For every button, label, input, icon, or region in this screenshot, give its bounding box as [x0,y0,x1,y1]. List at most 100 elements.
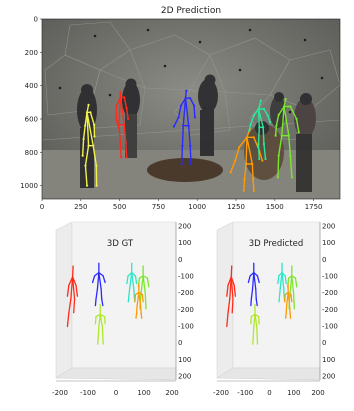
x3d-tick-label: -200 [213,389,229,397]
skeleton-2d-joint [125,156,128,159]
skeleton-2d-bone [258,149,264,162]
r3d-tick-label: -200 [322,289,338,297]
gt-floor [55,367,177,381]
skeleton-3d-bone [231,298,234,314]
skeleton-2d-joint [274,134,277,137]
skeleton-2d-joint [287,134,290,137]
skeleton-2d-bone [257,143,260,160]
top-y-ticks: 0 200 400 600 800 1000 [20,16,42,190]
skeleton-3d-bone [142,275,149,279]
r3d-tick-label: 200 [322,223,335,231]
skeleton-3d-bone [71,265,74,278]
panel-3d-gt-title: 3D GT [107,239,134,249]
skeleton-3d-bone [100,288,103,300]
skeleton-2d-bone [267,114,271,124]
skeleton-2d-joint [125,107,128,110]
skeleton-3d-bone [97,335,99,345]
skeleton-2d-bone [252,178,255,192]
skeleton-2d-joint [266,114,269,117]
r3d-tick-label: -100 [322,273,338,281]
skeleton-2d-bone [86,104,90,114]
skeleton-2d-bone [177,104,182,119]
skeleton-3d-bone [247,275,251,284]
skeleton-3d-bone [129,271,133,289]
skeleton-2d-bone [288,134,292,157]
skeleton-2d-joint [295,117,298,121]
r3d-tick-label: 200 [322,373,335,381]
skeleton-2d-joint [269,121,272,124]
skeleton-2d-joint [85,184,89,187]
skeleton-2d-joint [280,134,283,137]
skeleton-3d-bone [294,277,298,288]
skeleton-3d-bone [233,284,237,297]
r3d-tick-label: 100 [178,239,191,247]
skeleton-2d-bone [281,105,285,137]
skeleton-2d-joint [264,157,267,161]
skeleton-3d-bone [290,293,293,303]
skeleton-3d-bone [284,275,287,285]
skeleton-2d-bone [184,89,188,99]
skeleton-2d-joint [261,159,264,162]
r3d-tick-label: 0 [178,339,182,347]
skeleton-2d-bone [125,107,129,120]
x3d-tick-label: -200 [52,389,68,397]
skeleton-3d-bone [102,275,106,284]
skeleton-2d-bone [89,111,95,126]
skeleton-3d-bone [128,287,131,297]
skeleton-3d-bone [93,271,100,277]
skeleton-3d-bone [98,271,102,290]
panel-3d-pred: 3D Predicted -200 -100 0 100 200 200 100 0 -100… [213,221,338,397]
skeleton-2d-bone [243,163,247,180]
top-panel-title: 2D Prediction [161,6,221,16]
skeleton-3d-bone [250,288,254,300]
skeleton-3d-bone [255,298,258,307]
r3d-tick-label: 200 [178,373,191,381]
skeleton-2d-joint [289,154,292,157]
photo-frame [41,18,341,200]
skeleton-2d-joint [93,123,96,126]
skeleton-2d-joint [124,141,127,144]
skeleton-2d-joint [84,164,87,167]
skeleton-3d-bone [126,275,129,285]
skeleton-2d-joint [277,154,280,157]
x3d-tick-label: 200 [165,389,178,397]
skeleton-3d-bone [144,291,147,303]
skeleton-2d-bone [257,126,260,145]
skeleton-2d-joint [95,184,98,187]
skeleton-2d-joint [179,104,183,107]
skeleton-3d-bone [127,295,130,303]
y-tick-label: 0 [34,16,38,24]
skeleton-2d-joint [297,131,300,134]
skeleton-2d-joint [234,159,237,162]
skeleton-3d-bone [95,313,101,318]
r3d-tick-label: 0 [178,256,182,264]
skeleton-2d-joint [119,141,122,144]
skeleton-2d-bone [184,97,190,127]
y-tick-label: 200 [25,49,38,57]
skeleton-2d-bone [234,146,240,162]
skeleton-2d-joint [84,124,87,127]
skeleton-3d-bone [103,315,106,325]
skeleton-2d-joint [252,114,255,117]
y-tick-label: 400 [25,82,38,90]
skeleton-2d-joint [117,123,120,126]
skeleton-2d-joint [82,137,85,141]
skeleton-2d-joint [243,177,246,181]
skeleton-2d-bone [257,99,262,110]
skeleton-2d-joint [229,171,232,174]
skeleton-2d-joint [182,124,185,127]
skeleton-2d-joint [289,105,292,108]
skeleton-3d-bone [291,275,295,294]
skeleton-2d-joint [193,104,196,107]
skeleton-3d-bone [278,287,281,297]
panel-3d-gt: 3D GT -200 -100 0 100 200 2001000-100-200-20… [52,221,194,397]
r3d-tick-label: 0 [322,256,326,264]
skeleton-2d-bone [193,104,196,119]
skeleton-2d-bone [283,105,290,137]
r3d-tick-label: 0 [322,339,326,347]
skeleton-3d-bone [226,284,229,297]
skeleton-2d-bone [125,141,128,159]
skeleton-2d-joint [117,126,120,129]
skeleton-2d-bone [295,118,300,134]
skeleton-2d-joint [89,111,92,114]
